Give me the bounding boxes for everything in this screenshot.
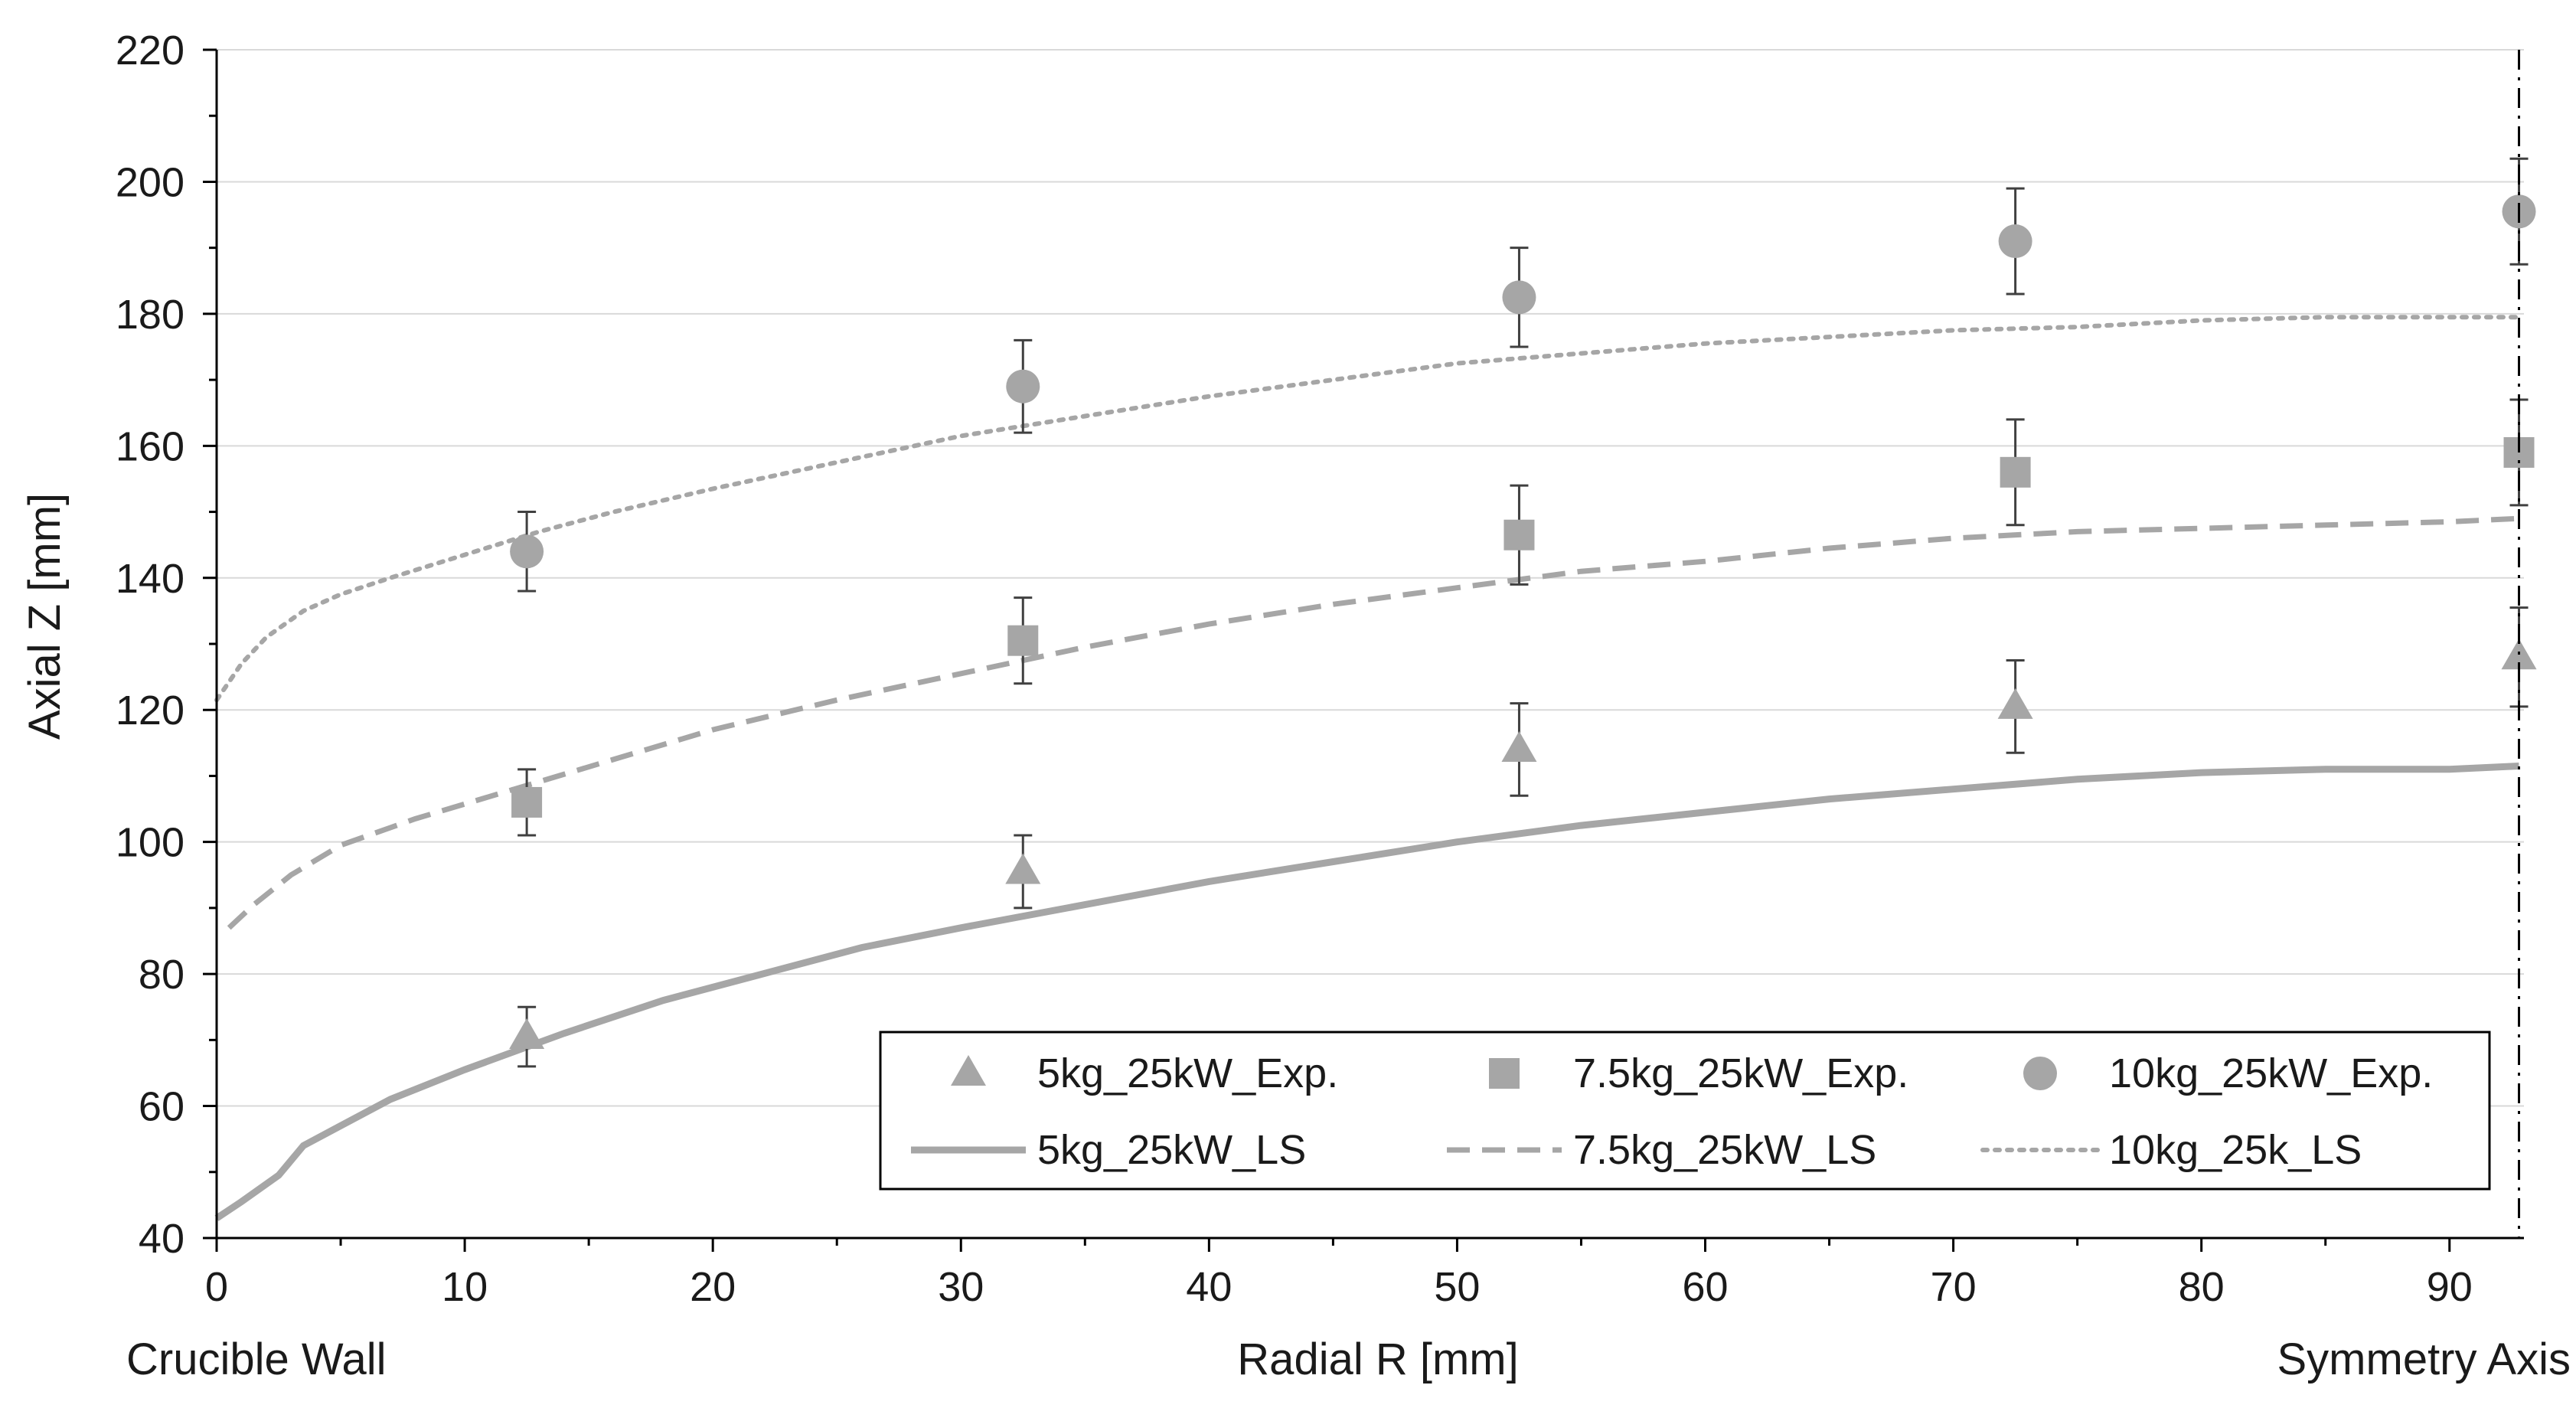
x-tick-label-10: 10 — [442, 1264, 488, 1310]
series-line-4 — [227, 515, 2519, 930]
tick-labels: 40 60 80 100 120 140 160 180 200 220 0 10 20 30 40 50 60… — [116, 28, 2473, 1310]
x-tick-label-90: 90 — [2427, 1264, 2473, 1310]
y-axis-title: Axial Z [mm] — [20, 493, 70, 740]
x-tick-label-70: 70 — [1931, 1264, 1977, 1310]
legend-label-0-1: 7.5kg_25kW_Exp. — [1573, 1050, 1908, 1096]
legend-label-1-0: 5kg_25kW_LS — [1037, 1127, 1306, 1173]
point-1-1 — [1007, 625, 1039, 656]
x-tick-label-40: 40 — [1186, 1264, 1232, 1310]
point-1-2 — [1503, 519, 1535, 550]
legend-symbol-0-2 — [2023, 1057, 2057, 1090]
y-tick-label-160: 160 — [116, 423, 184, 469]
y-tick-label-60: 60 — [139, 1084, 184, 1130]
point-2-0 — [510, 534, 544, 569]
x-axis-title: Radial R [mm] — [1237, 1334, 1518, 1384]
legend: 5kg_25kW_Exp. 7.5kg_25kW_Exp. 10kg_25kW_Ex… — [879, 1031, 2491, 1191]
x-tick-label-20: 20 — [690, 1264, 736, 1310]
point-0-0 — [509, 1018, 545, 1050]
point-1-3 — [2000, 456, 2031, 488]
y-tick-label-220: 220 — [116, 28, 184, 74]
point-0-2 — [1501, 730, 1537, 762]
legend-label-0-0: 5kg_25kW_Exp. — [1037, 1050, 1338, 1096]
y-tick-label-120: 120 — [116, 688, 184, 733]
y-tick-label-180: 180 — [116, 292, 184, 338]
y-tick-label-80: 80 — [139, 952, 184, 998]
x-tick-label-80: 80 — [2179, 1264, 2225, 1310]
y-tick-label-140: 140 — [116, 556, 184, 602]
y-tick-label-40: 40 — [139, 1216, 184, 1262]
x-tick-label-0: 0 — [205, 1264, 228, 1310]
legend-label-1-1: 7.5kg_25kW_LS — [1573, 1127, 1876, 1173]
point-0-3 — [1997, 688, 2033, 719]
point-0-1 — [1005, 853, 1041, 884]
point-2-2 — [1502, 280, 1536, 315]
symmetry-axis-label: Symmetry Axis — [2277, 1334, 2571, 1384]
point-2-1 — [1006, 369, 1040, 403]
x-tick-label-50: 50 — [1434, 1264, 1480, 1310]
legend-label-0-2: 10kg_25kW_Exp. — [2109, 1050, 2433, 1096]
point-2-3 — [1998, 224, 2032, 259]
x-tick-label-60: 60 — [1682, 1264, 1728, 1310]
crucible-wall-label: Crucible Wall — [126, 1334, 386, 1384]
y-tick-label-100: 100 — [116, 820, 184, 866]
point-1-0 — [511, 786, 543, 818]
axes — [203, 48, 2524, 1252]
legend-label-1-2: 10kg_25k_LS — [2109, 1127, 2362, 1173]
legend-box — [879, 1031, 2491, 1191]
legend-symbol-0-1 — [1489, 1058, 1520, 1089]
legend-items: 5kg_25kW_Exp. 7.5kg_25kW_Exp. 10kg_25kW_Ex… — [911, 1050, 2433, 1173]
legend-symbol-0-0 — [951, 1055, 986, 1086]
gridlines — [217, 49, 2524, 1107]
series-line-3 — [214, 763, 2519, 1221]
series-line-5 — [214, 315, 2522, 703]
x-tick-label-30: 30 — [938, 1264, 984, 1310]
y-tick-label-200: 200 — [116, 159, 184, 205]
